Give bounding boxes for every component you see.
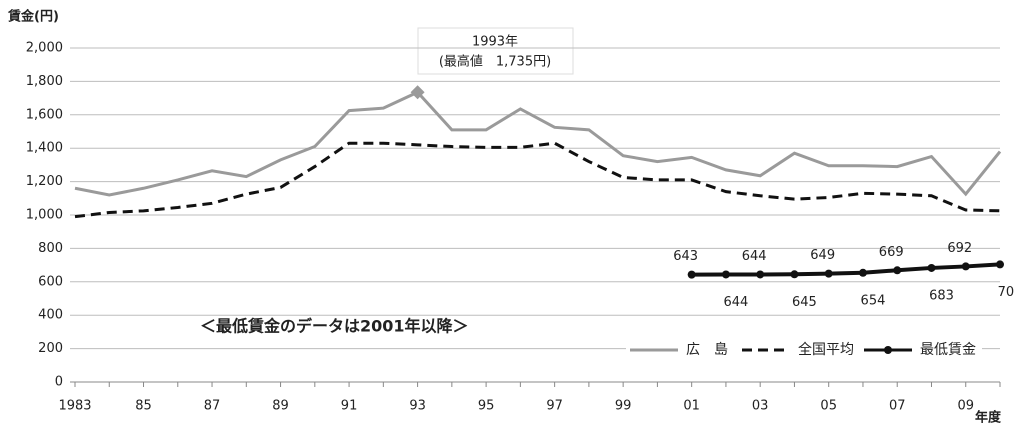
point-marker <box>961 262 970 271</box>
data-label: 654 <box>861 293 886 308</box>
x-tick-label: 89 <box>272 399 289 414</box>
y-tick-label: 2,000 <box>26 41 63 56</box>
y-tick-label: 1,600 <box>26 107 63 122</box>
point-marker <box>687 270 696 279</box>
data-label: 645 <box>792 295 817 310</box>
peak-marker <box>410 85 425 100</box>
y-tick-label: 800 <box>38 241 63 256</box>
point-marker <box>996 260 1004 269</box>
series-line <box>691 262 1001 277</box>
x-tick-label: 01 <box>683 399 700 414</box>
y-tick-label: 1,800 <box>26 74 63 89</box>
legend-label: 最低賃金 <box>920 342 976 358</box>
data-label: 683 <box>929 288 954 303</box>
annotation: 1993年 <box>472 35 518 50</box>
y-tick-label: 600 <box>38 274 63 289</box>
y-tick-label: 1,000 <box>26 208 63 223</box>
y-tick-label: 1,200 <box>26 174 63 189</box>
x-tick-label: 03 <box>752 399 769 414</box>
legend-label: 全国平均 <box>798 341 854 358</box>
x-tick-label: 09 <box>957 399 974 414</box>
x-tick-label: 85 <box>135 399 152 414</box>
x-tick-label: 99 <box>615 399 632 414</box>
data-label: 644 <box>742 249 767 264</box>
x-tick-label: 05 <box>820 399 837 414</box>
x-tick-label: 87 <box>204 399 221 414</box>
point-marker <box>927 263 936 272</box>
data-label: 649 <box>810 248 835 263</box>
point-marker <box>721 270 730 279</box>
annotation-box <box>417 27 574 75</box>
y-tick-label: 400 <box>38 308 63 323</box>
x-tick-label: 1983 <box>58 399 91 414</box>
data-label: 692 <box>947 241 972 256</box>
y-tick-label: 200 <box>38 341 63 356</box>
annotation: ＜最低賃金のデータは2001年以降＞ <box>200 317 469 336</box>
y-tick-label: 1,400 <box>26 141 63 156</box>
legend-bg <box>860 339 982 361</box>
point-marker <box>790 270 799 279</box>
x-tick-label: 93 <box>409 399 426 414</box>
legend-bg <box>738 339 860 361</box>
point-marker <box>858 268 867 277</box>
x-axis-label: 年度 <box>975 410 1002 426</box>
legend-marker <box>884 346 892 354</box>
data-label: 669 <box>879 245 904 260</box>
x-tick-label: 91 <box>341 399 358 414</box>
legend-label: 広 島 <box>686 342 728 358</box>
series-line <box>74 90 1002 197</box>
x-tick-label: 95 <box>478 399 495 414</box>
legend-bg <box>626 339 738 361</box>
point-marker <box>893 266 902 275</box>
point-marker <box>756 270 765 279</box>
y-tick-label: 0 <box>55 375 63 390</box>
y-axis-label: 賃金(円) <box>7 9 59 25</box>
data-label: 644 <box>724 295 749 310</box>
point-marker <box>824 269 833 278</box>
series-line <box>74 141 1001 219</box>
data-label: 643 <box>673 249 698 264</box>
x-tick-label: 07 <box>889 399 906 414</box>
annotation: (最高値 1,735円) <box>439 54 551 70</box>
x-tick-label: 97 <box>546 399 563 414</box>
data-label: 704 <box>998 285 1014 300</box>
